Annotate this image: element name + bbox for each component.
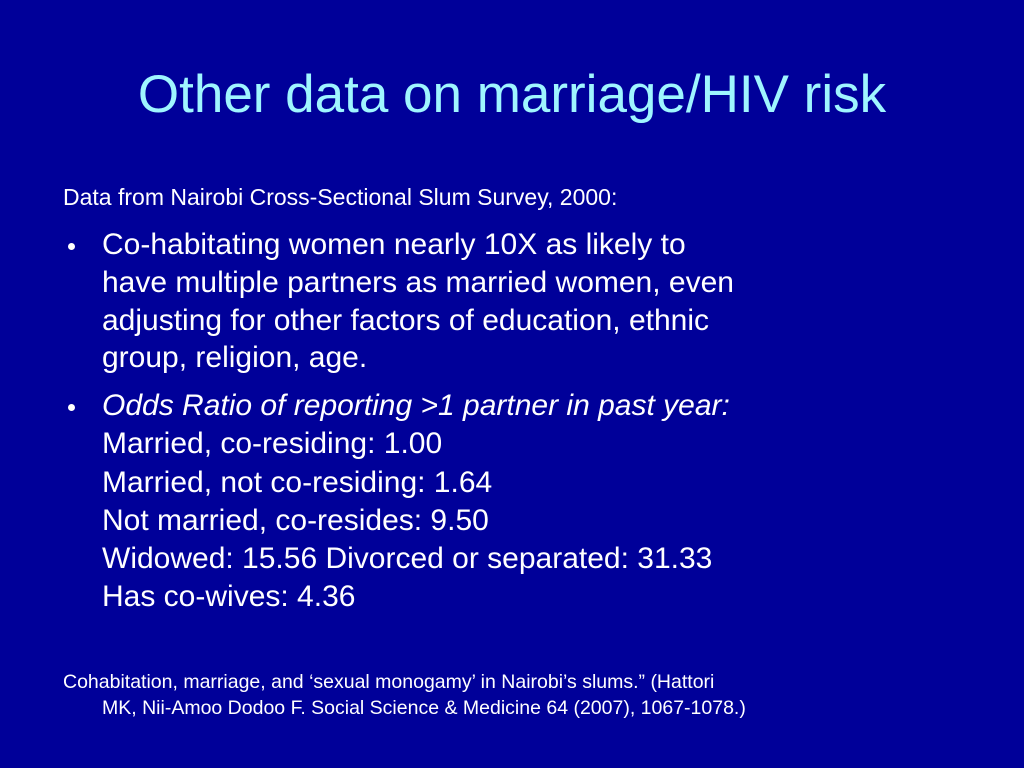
bullet-line: Widowed: 15.56 Divorced or separated: 31… — [102, 542, 713, 575]
slide-title: Other data on marriage/HIV risk — [137, 65, 887, 124]
bullet-line: Not married, co-resides: 9.50 — [102, 504, 489, 537]
intro: Data from Nairobi Cross-Sectional Slum S… — [63, 184, 618, 210]
citation-line: Cohabitation, marriage, and ‘sexual mono… — [63, 671, 715, 693]
bullet-line: Married, co-residing: 1.00 — [102, 427, 443, 460]
bullet-line: adjusting for other factors of education… — [102, 304, 710, 337]
bullet-line: Co-habitating women nearly 10X as likely… — [102, 228, 686, 261]
bullet-line: Married, not co-residing: 1.64 — [102, 466, 493, 499]
bullet-line: group, religion, age. — [102, 341, 368, 374]
bullet-line: Has co-wives: 4.36 — [102, 580, 356, 613]
bullet-line: have multiple partners as married women,… — [102, 266, 734, 299]
bullet-dot — [68, 243, 75, 250]
citation-line: MK, Nii-Amoo Dodoo F. Social Science & M… — [102, 697, 746, 719]
bullet-dot — [68, 404, 75, 411]
bullet-heading: Odds Ratio of reporting >1 partner in pa… — [102, 389, 730, 422]
